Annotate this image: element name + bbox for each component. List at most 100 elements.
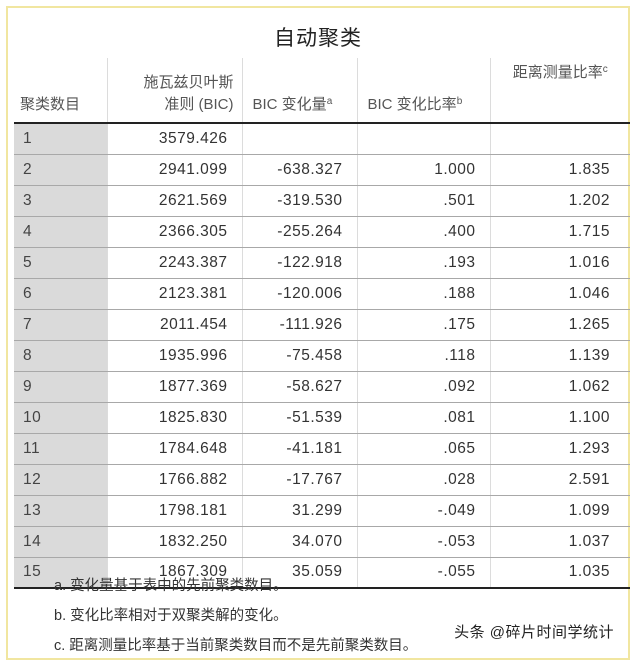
- watermark: 头条 @碎片时间学统计: [454, 624, 614, 641]
- cell-bic: 2123.381: [106, 278, 242, 310]
- table-row: 7 2011.454 -111.926.175 1.265: [14, 309, 630, 341]
- cell-bic: 1832.250: [106, 526, 242, 558]
- cell-bic-change-ratio: .065: [356, 433, 490, 465]
- cell-distance-ratio: 1.100: [489, 402, 630, 434]
- cell-bic-change-ratio: .188: [356, 278, 490, 310]
- cell-bic-change-ratio: [356, 123, 490, 155]
- cell-cluster-count: 14: [14, 526, 107, 558]
- table-row: 10 1825.830 -51.539.081 1.100: [14, 402, 630, 434]
- cell-bic-change-ratio: .118: [356, 340, 490, 372]
- cell-cluster-count: 1: [14, 123, 107, 155]
- table-title: 自动聚类: [274, 27, 362, 50]
- table-row: 1 3579.426: [14, 123, 630, 155]
- cell-bic: 2366.305: [106, 216, 242, 248]
- header-row: 聚类数目 施瓦兹贝叶斯 准则 (BIC) BIC 变化量a BIC 变化比率b 距…: [14, 58, 630, 124]
- cell-bic-change-ratio: -.053: [356, 526, 490, 558]
- cell-bic: 1935.996: [106, 340, 242, 372]
- cell-bic: 1784.648: [106, 433, 242, 465]
- cell-distance-ratio: 1.715: [489, 216, 630, 248]
- cell-bic-change: -319.530: [241, 185, 357, 217]
- cell-bic-change-ratio: -.049: [356, 495, 490, 527]
- cell-cluster-count: 10: [14, 402, 107, 434]
- cell-cluster-count: 15: [14, 557, 107, 589]
- header-distance-ratio: 距离测量比率c: [489, 58, 630, 124]
- cell-distance-ratio: 1.062: [489, 371, 630, 403]
- cell-bic-change: -41.181: [241, 433, 357, 465]
- table-row: 11 1784.648 -41.181.065 1.293: [14, 433, 630, 465]
- cell-bic: 1867.309: [106, 557, 242, 589]
- table-row: 9 1877.369 -58.627.092 1.062: [14, 371, 630, 403]
- cell-bic-change-ratio: -.055: [356, 557, 490, 589]
- cell-bic-change: -17.767: [241, 464, 357, 496]
- table-row: 15 1867.309 35.059 -.055 1.035: [14, 557, 630, 589]
- cell-cluster-count: 3: [14, 185, 107, 217]
- table-row: 3 2621.569 -319.530.501 1.202: [14, 185, 630, 217]
- cell-distance-ratio: 1.099: [489, 495, 630, 527]
- cell-cluster-count: 6: [14, 278, 107, 310]
- cell-bic-change: 34.070: [241, 526, 357, 558]
- cell-bic: 2243.387: [106, 247, 242, 279]
- cell-bic-change-ratio: .193: [356, 247, 490, 279]
- cell-distance-ratio: 2.591: [489, 464, 630, 496]
- cell-distance-ratio: 1.035: [489, 557, 630, 589]
- cell-bic-change: [241, 123, 357, 155]
- cell-bic-change-ratio: .081: [356, 402, 490, 434]
- cell-bic-change: -120.006: [241, 278, 357, 310]
- cell-cluster-count: 4: [14, 216, 107, 248]
- table-row: 6 2123.381 -120.006.188 1.046: [14, 278, 630, 310]
- cell-bic-change-ratio: .501: [356, 185, 490, 217]
- cell-cluster-count: 13: [14, 495, 107, 527]
- header-bic: 施瓦兹贝叶斯 准则 (BIC): [106, 58, 242, 124]
- table-row: 2 2941.099 -638.327 1.000 1.835: [14, 154, 630, 186]
- cell-bic: 1766.882: [106, 464, 242, 496]
- cell-distance-ratio: 1.037: [489, 526, 630, 558]
- cell-distance-ratio: 1.265: [489, 309, 630, 341]
- cell-distance-ratio: 1.202: [489, 185, 630, 217]
- cell-bic-change: 35.059: [241, 557, 357, 589]
- cell-bic-change: -58.627: [241, 371, 357, 403]
- cell-bic-change: -75.458: [241, 340, 357, 372]
- footnotes: a. 变化量基于表中的先前聚类数目。 b. 变化比率相对于双聚类解的变化。 c.…: [54, 575, 417, 665]
- cell-cluster-count: 11: [14, 433, 107, 465]
- footnote-c: c. 距离测量比率基于当前聚类数目而不是先前聚类数目。: [54, 638, 418, 654]
- table-row: 14 1832.250 34.070 -.053 1.037: [14, 526, 630, 558]
- cell-cluster-count: 7: [14, 309, 107, 341]
- cell-bic-change: -255.264: [241, 216, 357, 248]
- cell-cluster-count: 8: [14, 340, 107, 372]
- cell-bic-change: -111.926: [241, 309, 357, 341]
- table-frame: 自动聚类 聚类数目 施瓦兹贝叶斯 准则 (BIC) BIC 变化量a BIC 变化…: [6, 6, 630, 660]
- cell-distance-ratio: 1.293: [489, 433, 630, 465]
- cell-cluster-count: 9: [14, 371, 107, 403]
- cell-bic: 1798.181: [106, 495, 242, 527]
- cell-bic-change-ratio: .028: [356, 464, 490, 496]
- cell-bic-change: -122.918: [241, 247, 357, 279]
- footnote-a: a. 变化量基于表中的先前聚类数目。: [54, 578, 288, 594]
- header-bic-change: BIC 变化量a: [241, 58, 357, 124]
- table-row: 8 1935.996 -75.458.118 1.139: [14, 340, 630, 372]
- cell-bic-change-ratio: .175: [356, 309, 490, 341]
- table-row: 4 2366.305 -255.264.400 1.715: [14, 216, 630, 248]
- cell-bic-change-ratio: .400: [356, 216, 490, 248]
- cell-distance-ratio: 1.046: [489, 278, 630, 310]
- footnote-b: b. 变化比率相对于双聚类解的变化。: [54, 608, 288, 624]
- cell-bic: 2621.569: [106, 185, 242, 217]
- cell-cluster-count: 2: [14, 154, 107, 186]
- cell-bic-change: -51.539: [241, 402, 357, 434]
- cell-bic-change: 31.299: [241, 495, 357, 527]
- table-row: 5 2243.387 -122.918.193 1.016: [14, 247, 630, 279]
- cell-distance-ratio: 1.835: [489, 154, 630, 186]
- cell-bic-change-ratio: .092: [356, 371, 490, 403]
- cell-cluster-count: 12: [14, 464, 107, 496]
- auto-clustering-table: 聚类数目 施瓦兹贝叶斯 准则 (BIC) BIC 变化量a BIC 变化比率b 距…: [14, 58, 630, 589]
- cell-bic: 1825.830: [106, 402, 242, 434]
- cell-bic-change-ratio: 1.000: [356, 154, 490, 186]
- cell-cluster-count: 5: [14, 247, 107, 279]
- cell-distance-ratio: [489, 123, 630, 155]
- cell-bic-change: -638.327: [241, 154, 357, 186]
- header-cluster-count: 聚类数目: [14, 58, 107, 124]
- cell-bic: 2941.099: [106, 154, 242, 186]
- cell-bic: 1877.369: [106, 371, 242, 403]
- cell-distance-ratio: 1.139: [489, 340, 630, 372]
- header-bic-change-ratio: BIC 变化比率b: [356, 58, 490, 124]
- cell-bic: 2011.454: [106, 309, 242, 341]
